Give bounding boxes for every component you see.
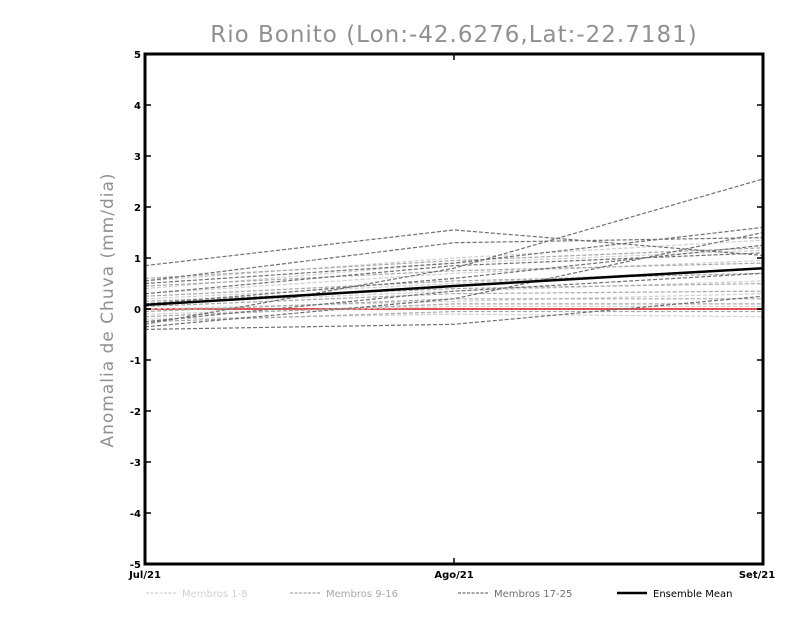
member-line-6 — [144, 293, 764, 310]
y-tick-label: 4 — [134, 101, 141, 112]
member-line-24 — [144, 272, 764, 323]
member-line-25 — [144, 295, 764, 330]
member-line-15 — [144, 303, 763, 318]
chart-title: Rio Bonito (Lon:-42.6276,Lat:-22.7181) — [210, 22, 698, 48]
member-line-4 — [144, 267, 764, 300]
y-tick-label: 5 — [134, 50, 141, 61]
member-line-21 — [144, 178, 764, 325]
member-line-16 — [144, 310, 763, 323]
member-line-11 — [144, 272, 764, 297]
y-tick-label: 3 — [134, 152, 141, 163]
member-line-12 — [144, 282, 764, 302]
x-tick-label: Ago/21 — [434, 570, 473, 581]
y-tick-label: -2 — [130, 407, 141, 418]
y-tick-label: -4 — [130, 509, 141, 520]
member-line-19 — [144, 226, 764, 285]
legend: Membros 1-8 Membros 9-16 Membros 17-25 Ense… — [146, 589, 732, 600]
y-tick-label: 2 — [134, 203, 141, 214]
y-tick-label: -5 — [130, 560, 141, 571]
y-tick-label: -1 — [130, 356, 141, 367]
legend-label-1: Membros 1-8 — [182, 589, 248, 600]
member-line-1 — [144, 239, 764, 282]
member-line-13 — [144, 290, 764, 308]
member-line-14 — [144, 298, 763, 313]
member-line-2 — [144, 249, 764, 290]
y-tick-label: -3 — [130, 458, 141, 469]
member-line-9 — [144, 247, 764, 279]
plot-frame — [143, 52, 765, 566]
member-line-23 — [144, 231, 764, 328]
y-tick-label: 0 — [134, 305, 141, 316]
member-line-10 — [144, 262, 764, 287]
legend-label-4: Ensemble Mean — [653, 589, 732, 600]
x-tick-label: Jul/21 — [128, 570, 161, 581]
ensemble-mean-line — [144, 266, 764, 307]
legend-label-2: Membros 9-16 — [326, 589, 398, 600]
member-line-3 — [144, 259, 764, 295]
x-tick-label: Set/21 — [739, 570, 775, 581]
member-line-22 — [144, 244, 764, 305]
member-line-17 — [144, 229, 764, 267]
legend-label-3: Membros 17-25 — [494, 589, 572, 600]
series-layer — [144, 178, 764, 330]
y-axis-label: Anomalia de Chuva (mm/dia) — [98, 172, 118, 447]
y-tick-label: 1 — [134, 254, 141, 265]
member-line-20 — [144, 252, 764, 295]
